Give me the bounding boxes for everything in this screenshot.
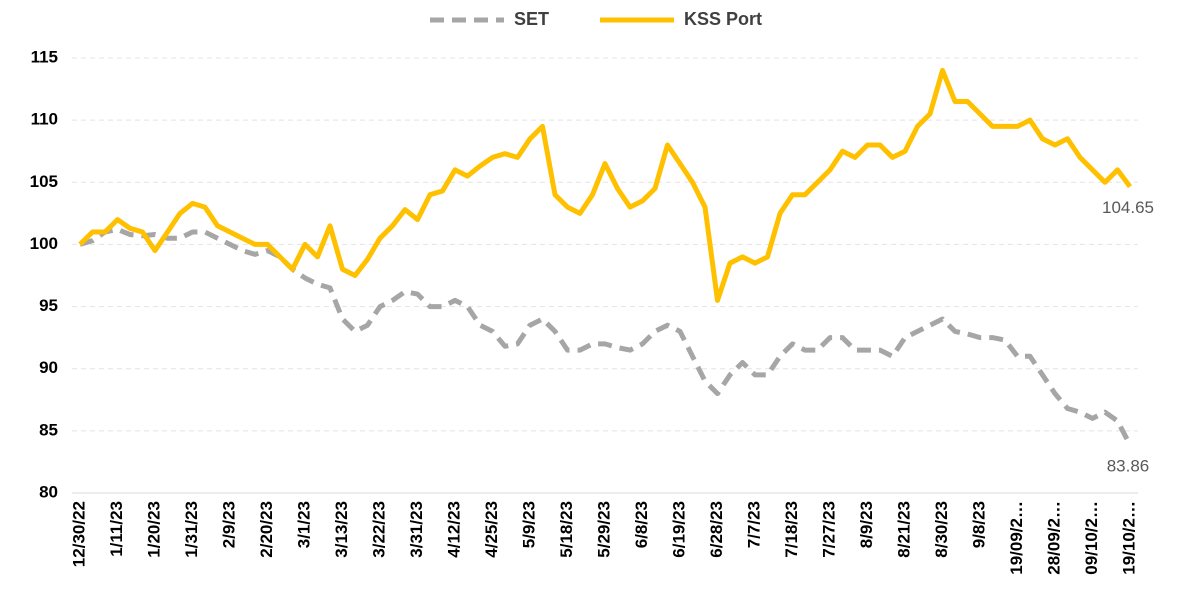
x-tick-label: 2/9/23	[219, 501, 238, 548]
series-line	[79, 227, 1133, 447]
x-tick-label: 6/28/23	[707, 501, 726, 558]
x-tick-label: 3/31/23	[407, 501, 426, 558]
end-value-label: 104.65	[1102, 198, 1154, 217]
y-tick-label: 110	[31, 110, 58, 129]
x-tick-label: 5/18/23	[557, 501, 576, 558]
x-tick-label: 9/8/23	[969, 501, 988, 548]
x-tick-label: 7/7/23	[744, 501, 763, 548]
x-tick-label: 6/19/23	[669, 501, 688, 558]
x-tick-label: 1/20/23	[144, 501, 163, 558]
x-tick-label: 4/25/23	[482, 501, 501, 558]
y-tick-label: 100	[30, 234, 58, 253]
x-tick-label: 09/10/2…	[1082, 501, 1101, 575]
x-tick-label: 3/1/23	[294, 501, 313, 548]
x-tick-label: 2/20/23	[257, 501, 276, 558]
x-tick-label: 7/27/23	[819, 501, 838, 558]
x-tick-label: 8/21/23	[894, 501, 913, 558]
y-tick-label: 105	[30, 172, 58, 191]
x-tick-label: 8/9/23	[857, 501, 876, 548]
x-tick-label: 28/09/2…	[1044, 501, 1063, 575]
x-tick-label: 12/30/22	[69, 501, 88, 567]
x-tick-label: 1/31/23	[182, 501, 201, 558]
x-tick-label: 19/09/2…	[1007, 501, 1026, 575]
x-tick-label: 6/8/23	[632, 501, 651, 548]
y-tick-label: 95	[39, 296, 58, 315]
x-tick-label: 19/10/2…	[1119, 501, 1138, 575]
y-tick-label: 80	[39, 482, 58, 501]
x-tick-label: 4/12/23	[444, 501, 463, 558]
end-value-label: 83.86	[1107, 457, 1150, 476]
series-line	[78, 67, 1133, 303]
x-tick-label: 7/18/23	[782, 501, 801, 558]
y-tick-label: 90	[39, 358, 58, 377]
y-tick-label: 115	[31, 47, 58, 66]
x-tick-label: 3/13/23	[332, 501, 351, 558]
x-tick-label: 1/11/23	[107, 501, 126, 557]
x-tick-label: 5/29/23	[594, 501, 613, 558]
x-tick-label: 3/22/23	[369, 501, 388, 558]
x-tick-label: 8/30/23	[932, 501, 951, 558]
legend-label: SET	[514, 9, 549, 29]
y-tick-label: 85	[39, 420, 58, 439]
legend-label: KSS Port	[684, 9, 762, 29]
x-tick-label: 5/9/23	[519, 501, 538, 548]
